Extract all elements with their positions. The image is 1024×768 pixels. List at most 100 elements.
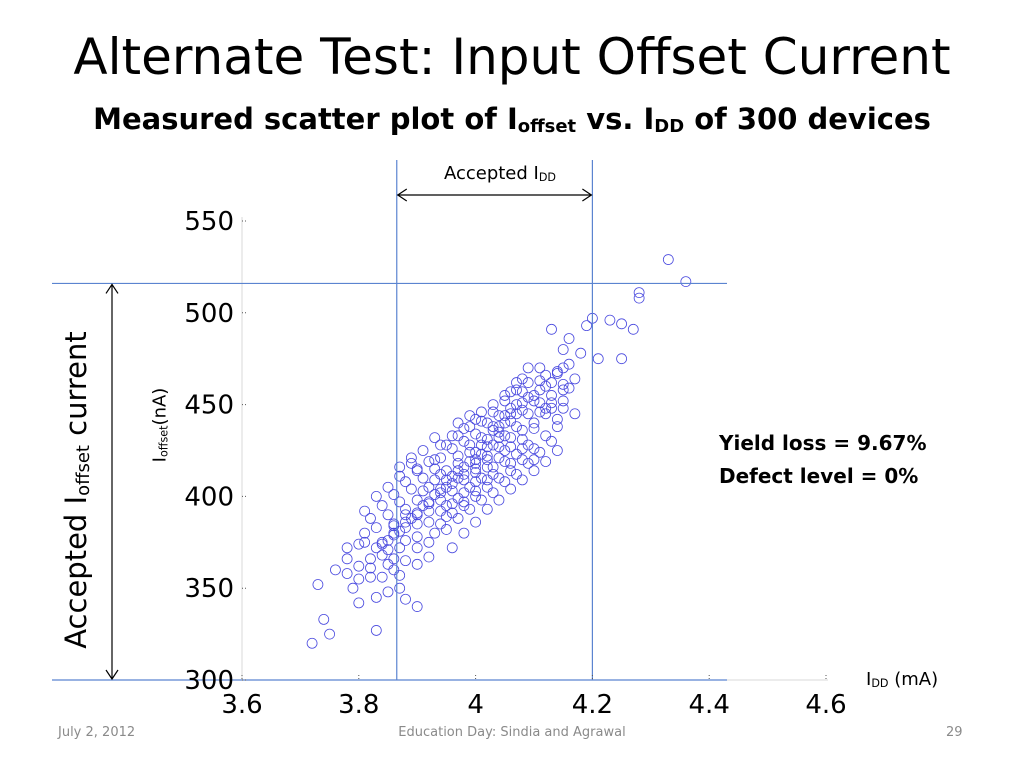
x-axis-main: I [866, 669, 872, 690]
data-point [435, 487, 446, 499]
data-point [452, 417, 464, 429]
data-point [516, 373, 528, 385]
data-point [505, 402, 517, 414]
data-point [435, 439, 446, 451]
data-point [394, 582, 406, 594]
data-point [470, 476, 482, 488]
data-point [516, 397, 528, 409]
x-tick-label: 4.6 [805, 690, 846, 720]
data-point [405, 457, 417, 469]
footer-date: July 2, 2012 [58, 725, 136, 740]
y-tick-label: 350 [184, 574, 234, 604]
data-point [633, 287, 645, 299]
data-point [581, 320, 592, 332]
data-point [388, 527, 400, 539]
footer-center: Education Day: Sindia and Agrawal [398, 725, 626, 740]
data-point [616, 318, 627, 330]
data-point [493, 494, 505, 506]
data-point [376, 500, 388, 511]
data-point [429, 489, 441, 500]
data-point [330, 564, 341, 576]
data-point [511, 421, 522, 433]
data-point [493, 452, 505, 464]
data-point [487, 461, 499, 473]
data-point [551, 421, 563, 433]
data-point [592, 353, 604, 365]
data-point [440, 439, 452, 451]
data-point [382, 544, 394, 556]
data-point [528, 417, 540, 429]
data-point [365, 513, 376, 524]
data-point [633, 292, 645, 304]
data-point [400, 555, 411, 567]
data-point [499, 445, 511, 456]
data-point [394, 542, 406, 554]
accepted-idd-label: Accepted IDD [400, 163, 600, 184]
data-point [511, 399, 522, 411]
data-point [499, 417, 511, 429]
data-point [423, 498, 435, 510]
accepted-idd-text: Accepted I [443, 163, 539, 184]
data-point [388, 564, 400, 576]
tick-labels: 300 350 400 450 500 550 3.6 3.8 4 4.2 4.4 4.6 [184, 207, 846, 720]
data-point [528, 390, 540, 401]
data-point [423, 536, 435, 548]
y-tick-label: 550 [184, 207, 234, 237]
data-point [481, 461, 493, 473]
data-point [487, 421, 499, 433]
data-point [557, 344, 569, 355]
data-point [400, 516, 411, 528]
data-point [458, 474, 470, 486]
data-point [557, 384, 569, 396]
data-point [464, 421, 476, 433]
data-point [429, 527, 441, 539]
data-point [429, 474, 441, 486]
data-point [464, 456, 476, 467]
data-point [464, 446, 476, 458]
data-point [452, 465, 464, 477]
data-point [499, 395, 511, 407]
data-point [365, 562, 376, 574]
data-point [546, 323, 557, 335]
data-point [400, 509, 411, 521]
data-point [394, 569, 406, 581]
y-tick-label: 450 [184, 391, 234, 421]
data-point [569, 373, 581, 385]
data-point [511, 448, 522, 460]
y-axis-unit: (nA) [149, 387, 171, 426]
data-point [470, 485, 482, 497]
data-point [394, 461, 406, 473]
data-point [546, 397, 557, 409]
data-point [411, 509, 423, 521]
data-point [458, 423, 470, 434]
data-point [487, 487, 499, 499]
data-point [563, 358, 575, 370]
data-point [470, 467, 482, 478]
data-point [551, 445, 563, 456]
x-axis-unit: (mA) [888, 669, 939, 690]
data-point [476, 448, 487, 460]
data-point [511, 377, 522, 388]
data-point [446, 485, 458, 497]
data-point [616, 353, 627, 365]
data-point [516, 404, 528, 416]
data-point [370, 522, 382, 534]
data-point [481, 454, 493, 466]
data-point [464, 439, 476, 451]
data-point [563, 382, 575, 394]
x-tick-label: 3.8 [338, 690, 379, 720]
data-point [446, 470, 458, 482]
y-tick-label: 500 [184, 299, 234, 329]
data-points [306, 254, 692, 649]
data-point [604, 314, 616, 326]
data-point [423, 505, 435, 517]
data-point [499, 476, 511, 488]
data-point [376, 538, 388, 550]
y-tick-label: 300 [184, 666, 234, 696]
data-point [400, 535, 411, 546]
data-point [417, 472, 429, 484]
data-point [522, 457, 534, 469]
data-point [528, 454, 540, 466]
data-point [540, 430, 552, 442]
